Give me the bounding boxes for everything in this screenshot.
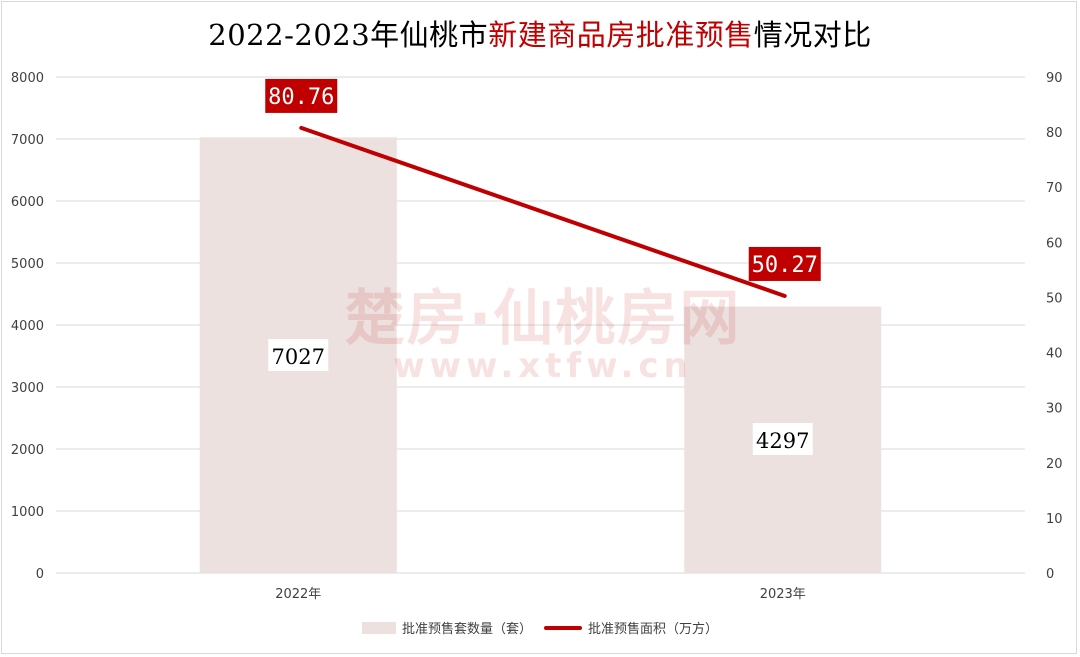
legend-label-bar: 批准预售套数量（套） — [401, 622, 532, 637]
legend-swatch-line — [544, 625, 582, 630]
chart-legend: 批准预售套数量（套） 批准预售面积（万方） — [0, 618, 1080, 637]
bar-data-label: 4297 — [756, 429, 809, 453]
line-label-box — [265, 78, 338, 113]
y-left-tick-label: 6000 — [11, 195, 44, 210]
line-data-label: 50.27 — [752, 253, 818, 278]
y-right-tick-label: 80 — [1046, 126, 1063, 141]
y-left-tick-label: 4000 — [11, 319, 44, 334]
chart-title-part3: 情况对比 — [753, 18, 872, 52]
y-right-tick-label: 70 — [1046, 181, 1063, 196]
line-data-label: 80.76 — [268, 85, 334, 110]
bar-data-label: 7027 — [272, 345, 325, 369]
legend-label-line: 批准预售面积（万方） — [588, 622, 719, 637]
x-tick-label: 2022年 — [275, 587, 321, 602]
y-right-tick-label: 40 — [1046, 347, 1063, 362]
y-right-tick-label: 90 — [1046, 71, 1063, 86]
legend-item-line: 批准预售面积（万方） — [544, 618, 718, 637]
bar-label-box — [268, 339, 329, 371]
y-left-tick-label: 5000 — [11, 257, 44, 272]
y-left-tick-label: 7000 — [11, 133, 44, 148]
line-label-box — [748, 246, 821, 281]
legend-item-bar: 批准预售套数量（套） — [361, 618, 532, 637]
y-right-tick-label: 20 — [1046, 457, 1063, 472]
y-left-tick-label: 0 — [36, 567, 44, 582]
y-right-tick-label: 60 — [1046, 236, 1063, 251]
y-right-tick-label: 0 — [1046, 567, 1054, 582]
y-right-tick-label: 30 — [1046, 402, 1063, 417]
line-series — [299, 125, 787, 298]
chart-title-accent: 新建商品房批准预售 — [488, 18, 754, 52]
y-left-tick-label: 2000 — [11, 443, 44, 458]
x-tick-label: 2023年 — [760, 587, 806, 602]
legend-swatch-bar — [361, 621, 396, 634]
chart-title-part1: 2022-2023年仙桃市 — [208, 18, 489, 52]
y-right-tick-label: 50 — [1046, 291, 1063, 306]
chart-title: 2022-2023年仙桃市新建商品房批准预售情况对比 — [0, 12, 1080, 54]
bar-label-box — [752, 423, 813, 455]
y-left-tick-label: 3000 — [11, 381, 44, 396]
y-right-tick-label: 10 — [1046, 512, 1063, 527]
y-left-tick-label: 8000 — [11, 71, 44, 86]
y-left-tick-label: 1000 — [11, 505, 44, 520]
